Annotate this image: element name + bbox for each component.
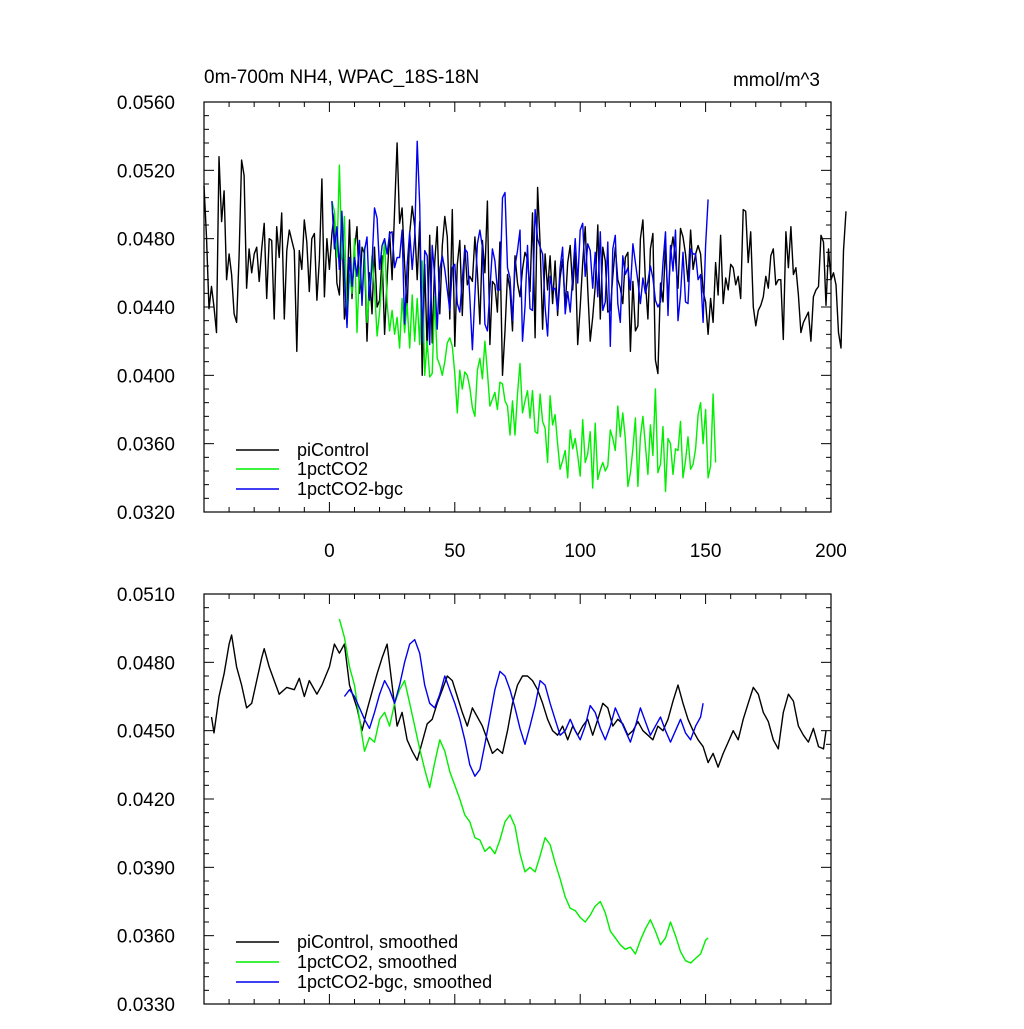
top-title-left: 0m-700m NH4, WPAC_18S-18N: [204, 67, 479, 88]
bottom-plot-frame: [203, 593, 832, 1005]
bottom-y-tick-label: 0.0390: [117, 858, 175, 879]
top-title-units: mmol/m^3: [733, 70, 820, 91]
top-x-tick-label: 0: [324, 541, 335, 562]
series-line-1pctco2-bgc-smoothed: [343, 638, 704, 777]
top-x-tick-label: 200: [815, 541, 847, 562]
top-x-tick-label: 50: [444, 541, 465, 562]
top-y-tick-label: 0.0400: [117, 366, 175, 387]
bottom-y-tick-label: 0.0360: [117, 927, 175, 948]
top-y-tick-label: 0.0320: [117, 503, 175, 524]
top-y-tick-label: 0.0480: [117, 230, 175, 251]
legend-label-1pctco2-smoothed: 1pctCO2, smoothed: [297, 952, 457, 972]
top-y-tick-label: 0.0360: [117, 435, 175, 456]
top-x-tick-labels: 0 50 100 150 200: [324, 541, 847, 562]
top-x-tick-label: 100: [564, 541, 596, 562]
legend-label-picontrol: piControl: [297, 440, 369, 460]
bottom-legend: piControl, smoothed 1pctCO2, smoothed 1p…: [236, 932, 492, 992]
series-line-1pctco2: [331, 164, 717, 493]
bottom-y-tick-label: 0.0450: [117, 722, 175, 743]
top-y-tick-label: 0.0440: [117, 298, 175, 319]
top-plot-frame: [203, 101, 832, 513]
bottom-y-tick-label: 0.0330: [117, 995, 175, 1016]
top-y-tick-labels: 0.0320 0.0360 0.0400 0.0440 0.0480 0.0520 0.05…: [117, 93, 175, 524]
legend-label-picontrol-smoothed: piControl, smoothed: [297, 932, 458, 952]
series-line-1pctco2-bgc: [331, 140, 709, 351]
legend-label-1pctco2-bgc-smoothed: 1pctCO2-bgc, smoothed: [297, 972, 492, 992]
bottom-y-tick-labels: 0.0330 0.0360 0.0390 0.0420 0.0450 0.0480 0.05…: [117, 585, 175, 1016]
top-y-tick-label: 0.0560: [117, 93, 175, 114]
top-x-tick-label: 150: [690, 541, 722, 562]
bottom-panel: 0.0330 0.0360 0.0390 0.0420 0.0450 0.0480 0.05…: [117, 585, 832, 1016]
bottom-y-tick-label: 0.0420: [117, 790, 175, 811]
top-series: [203, 140, 847, 493]
top-panel: 0m-700m NH4, WPAC_18S-18N mmol/m^3 0.032…: [117, 67, 847, 562]
series-line-1pctco2-smoothed: [338, 618, 709, 964]
top-y-tick-label: 0.0520: [117, 161, 175, 182]
legend-label-1pctco2: 1pctCO2: [297, 459, 368, 479]
bottom-y-tick-label: 0.0510: [117, 585, 175, 606]
bottom-y-tick-label: 0.0480: [117, 653, 175, 674]
bottom-series: [210, 618, 827, 964]
series-line-picontrol-smoothed: [210, 634, 827, 768]
series-line-picontrol: [203, 142, 847, 376]
legend-label-1pctco2-bgc: 1pctCO2-bgc: [297, 479, 403, 499]
top-legend: piControl 1pctCO2 1pctCO2-bgc: [236, 440, 403, 499]
